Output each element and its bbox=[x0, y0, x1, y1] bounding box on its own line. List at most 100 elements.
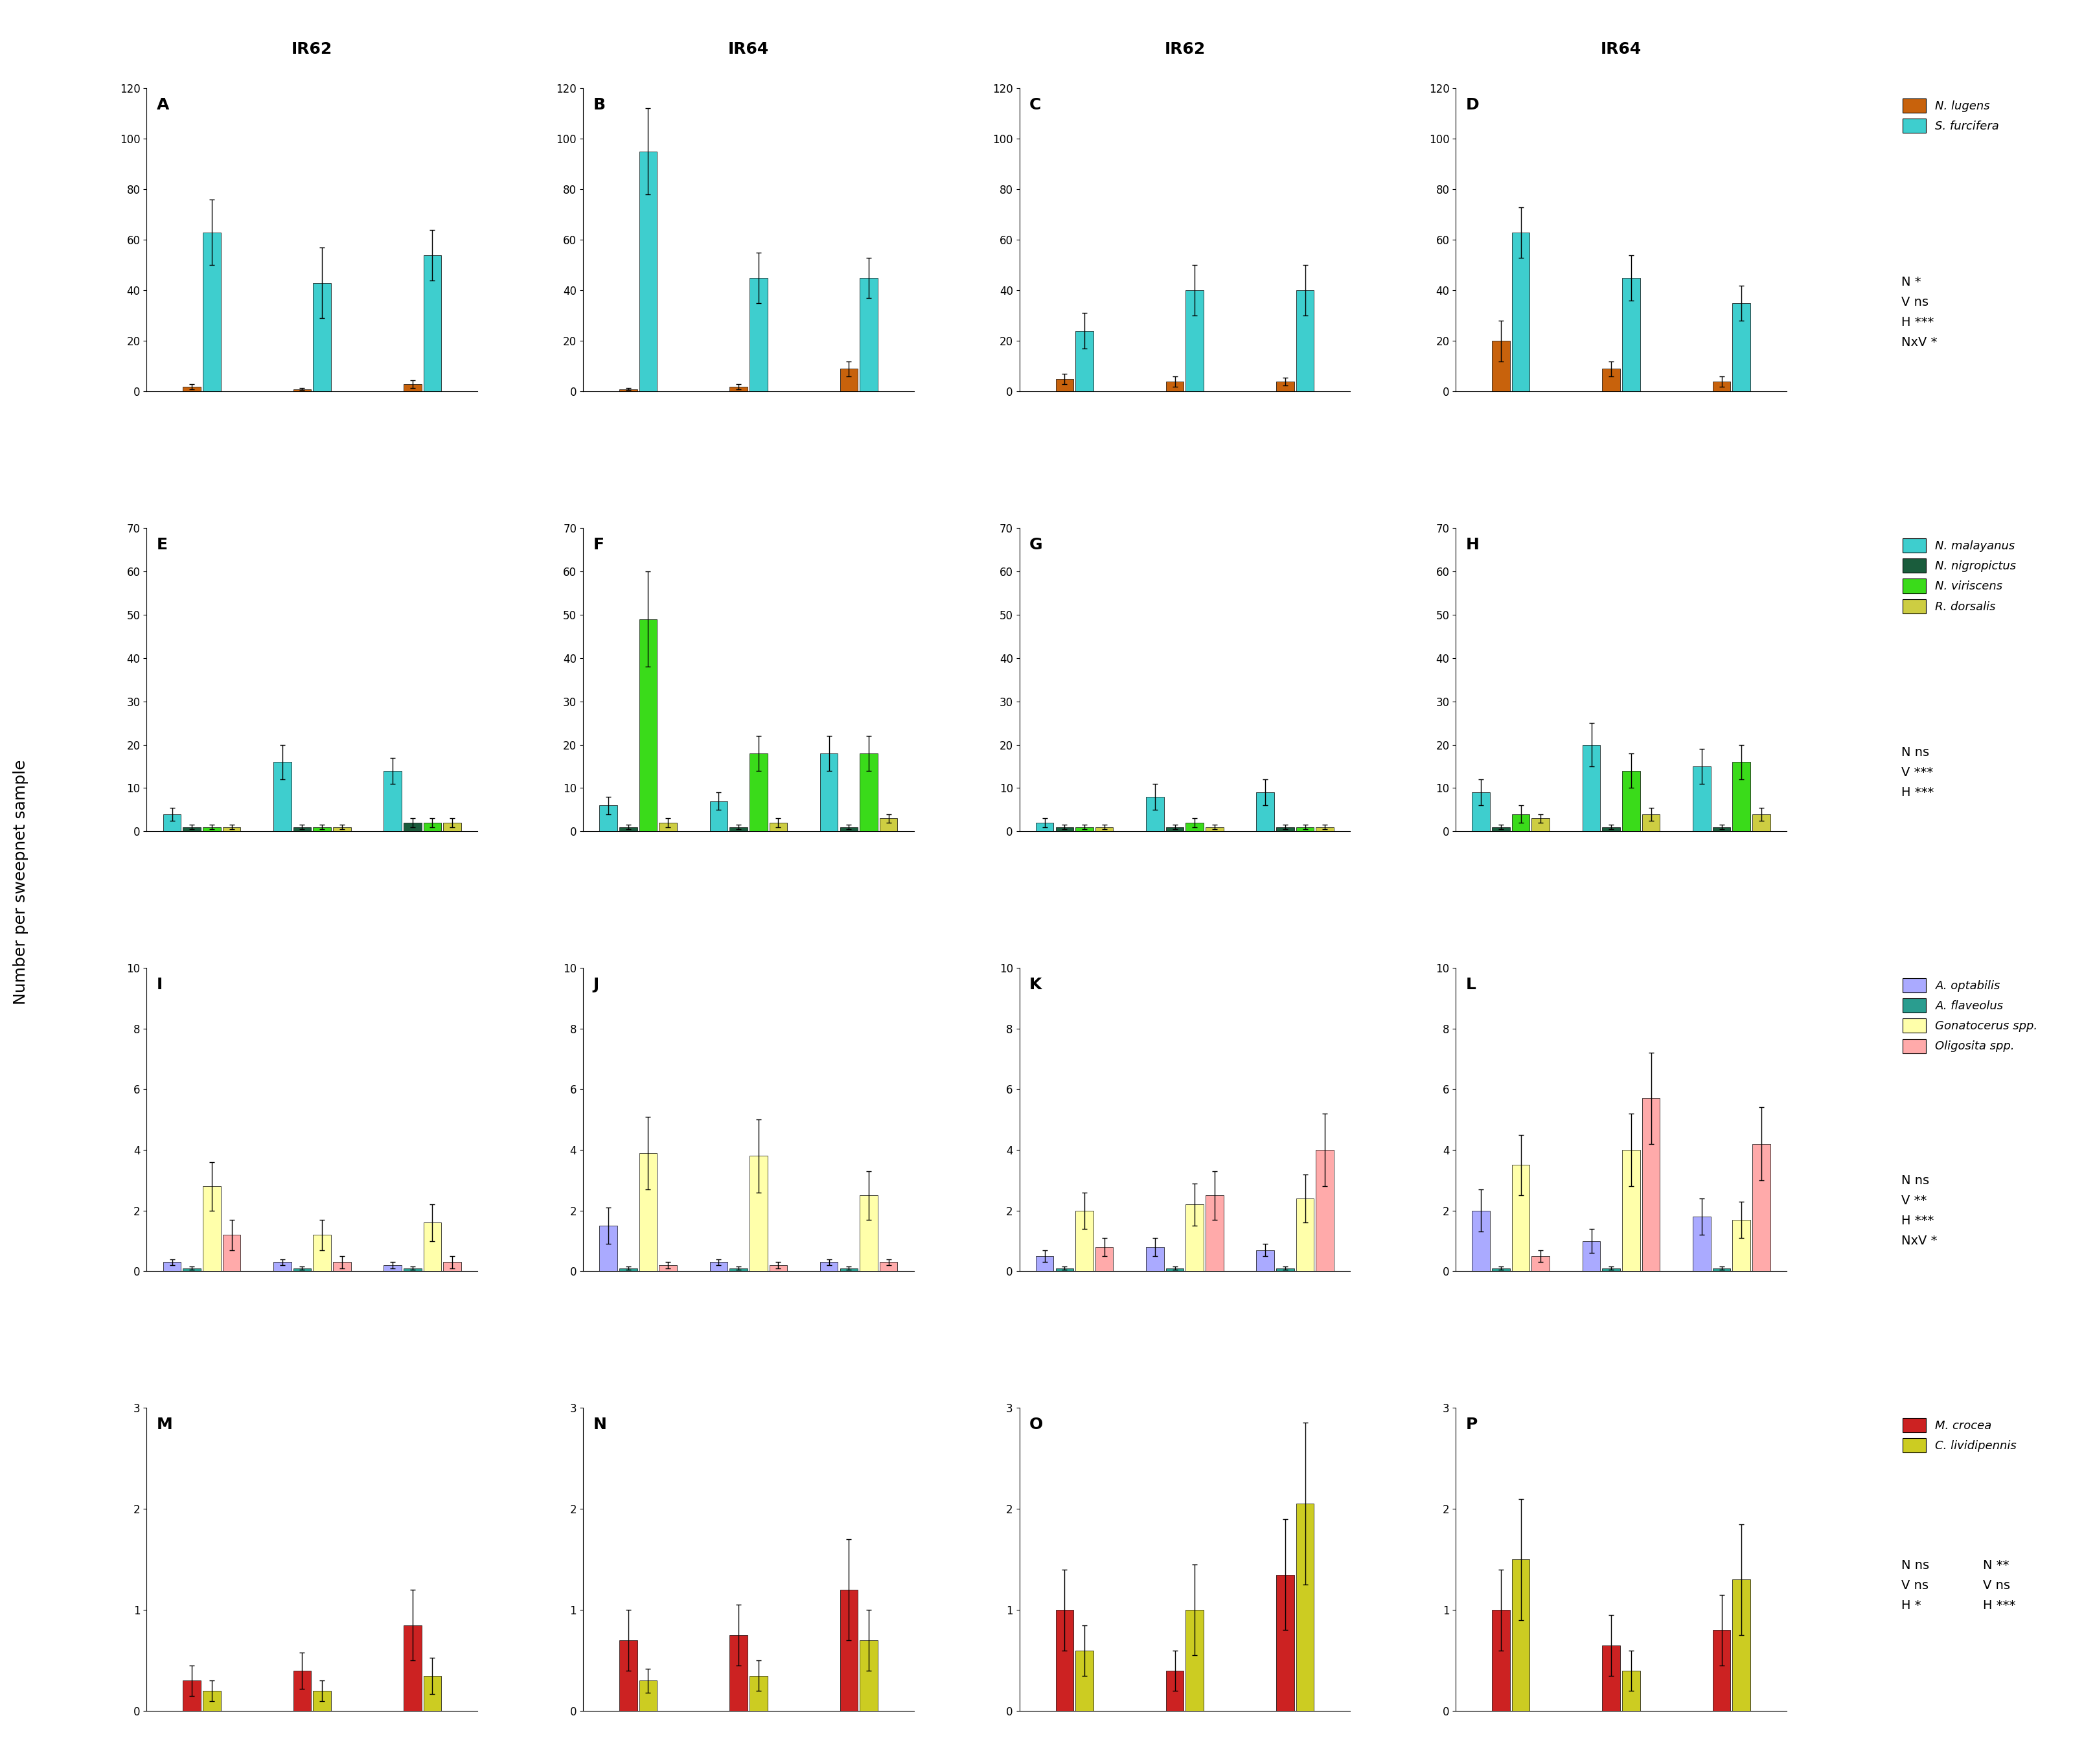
Text: E: E bbox=[157, 538, 168, 552]
Bar bbox=[1622, 771, 1640, 831]
Bar bbox=[819, 753, 838, 831]
Text: D: D bbox=[1466, 97, 1479, 113]
Bar bbox=[274, 1261, 291, 1272]
Bar bbox=[1316, 827, 1335, 831]
Text: C: C bbox=[1029, 97, 1041, 113]
Bar bbox=[383, 1265, 402, 1272]
Bar bbox=[1751, 1143, 1770, 1272]
Bar bbox=[333, 827, 350, 831]
Bar bbox=[1075, 1210, 1094, 1272]
Bar bbox=[750, 1155, 767, 1272]
Bar bbox=[1075, 1651, 1094, 1711]
Bar bbox=[293, 1268, 312, 1272]
Bar bbox=[1056, 1611, 1073, 1711]
Bar bbox=[312, 1692, 331, 1711]
Bar bbox=[1257, 1251, 1274, 1272]
Bar bbox=[1167, 1671, 1184, 1711]
Text: N: N bbox=[593, 1416, 605, 1432]
Bar bbox=[1186, 822, 1205, 831]
Bar bbox=[710, 1261, 727, 1272]
Bar bbox=[1075, 827, 1094, 831]
Bar bbox=[1622, 1150, 1640, 1272]
Bar bbox=[1733, 1219, 1749, 1272]
Bar bbox=[859, 1641, 878, 1711]
Bar bbox=[859, 753, 878, 831]
Bar bbox=[880, 1261, 897, 1272]
Bar bbox=[639, 1154, 658, 1272]
Bar bbox=[1075, 332, 1094, 392]
Bar bbox=[1473, 1210, 1490, 1272]
Bar bbox=[1712, 1630, 1730, 1711]
Bar bbox=[1693, 766, 1712, 831]
Text: N **
V ns
H ***: N ** V ns H *** bbox=[1984, 1559, 2015, 1612]
Bar bbox=[819, 1261, 838, 1272]
Bar bbox=[1276, 1268, 1295, 1272]
Bar bbox=[1712, 381, 1730, 392]
Bar bbox=[423, 822, 442, 831]
Bar bbox=[660, 1265, 677, 1272]
Text: K: K bbox=[1029, 977, 1041, 993]
Bar bbox=[1733, 1579, 1749, 1711]
Bar bbox=[1531, 1256, 1550, 1272]
Bar bbox=[1712, 1268, 1730, 1272]
Bar bbox=[1492, 340, 1510, 392]
Text: IR64: IR64 bbox=[727, 42, 769, 56]
Bar bbox=[1056, 379, 1073, 392]
Bar bbox=[1513, 1164, 1529, 1272]
Bar bbox=[880, 818, 897, 831]
Text: I: I bbox=[157, 977, 163, 993]
Bar bbox=[1622, 1671, 1640, 1711]
Bar bbox=[1297, 827, 1314, 831]
Text: N ns
V ns
H *: N ns V ns H * bbox=[1900, 1559, 1929, 1612]
Bar bbox=[312, 1235, 331, 1272]
Bar bbox=[1056, 827, 1073, 831]
Text: H: H bbox=[1466, 538, 1479, 552]
Bar bbox=[620, 827, 637, 831]
Bar bbox=[840, 827, 857, 831]
Bar bbox=[312, 827, 331, 831]
Text: N ns
V **
H ***
NxV *: N ns V ** H *** NxV * bbox=[1900, 1175, 1938, 1247]
Bar bbox=[293, 390, 312, 392]
Text: L: L bbox=[1466, 977, 1475, 993]
Legend: M. crocea, C. lividipennis: M. crocea, C. lividipennis bbox=[1898, 1413, 2022, 1457]
Bar bbox=[203, 233, 220, 392]
Bar bbox=[729, 386, 748, 392]
Bar bbox=[404, 822, 421, 831]
Bar bbox=[1276, 381, 1295, 392]
Bar bbox=[1186, 1611, 1205, 1711]
Bar bbox=[1642, 813, 1659, 831]
Bar bbox=[1603, 369, 1619, 392]
Bar bbox=[182, 1268, 201, 1272]
Legend: A. optabilis, A. flaveolus, Gonatocerus spp., Oligosita spp.: A. optabilis, A. flaveolus, Gonatocerus … bbox=[1898, 974, 2043, 1058]
Bar bbox=[1167, 381, 1184, 392]
Text: N ns
V ***
H ***: N ns V *** H *** bbox=[1900, 746, 1934, 799]
Bar bbox=[222, 827, 241, 831]
Bar bbox=[1603, 1646, 1619, 1711]
Bar bbox=[769, 822, 788, 831]
Bar bbox=[1733, 303, 1749, 392]
Bar bbox=[203, 1692, 220, 1711]
Bar bbox=[599, 1226, 618, 1272]
Bar bbox=[1513, 813, 1529, 831]
Bar bbox=[1167, 827, 1184, 831]
Bar bbox=[404, 1625, 421, 1711]
Bar bbox=[163, 813, 180, 831]
Bar bbox=[312, 282, 331, 392]
Bar bbox=[203, 827, 220, 831]
Text: F: F bbox=[593, 538, 603, 552]
Bar bbox=[620, 1641, 637, 1711]
Bar bbox=[1205, 827, 1223, 831]
Bar bbox=[274, 762, 291, 831]
Bar bbox=[1297, 1503, 1314, 1711]
Bar bbox=[383, 771, 402, 831]
Legend: N. malayanus, N. nigropictus, N. viriscens, R. dorsalis: N. malayanus, N. nigropictus, N. virisce… bbox=[1898, 534, 2022, 617]
Text: A: A bbox=[157, 97, 170, 113]
Bar bbox=[423, 1676, 442, 1711]
Bar bbox=[1186, 1205, 1205, 1272]
Bar bbox=[1712, 827, 1730, 831]
Bar bbox=[1693, 1217, 1712, 1272]
Bar bbox=[840, 1589, 857, 1711]
Bar bbox=[222, 1235, 241, 1272]
Text: IR62: IR62 bbox=[1165, 42, 1205, 56]
Bar bbox=[182, 827, 201, 831]
